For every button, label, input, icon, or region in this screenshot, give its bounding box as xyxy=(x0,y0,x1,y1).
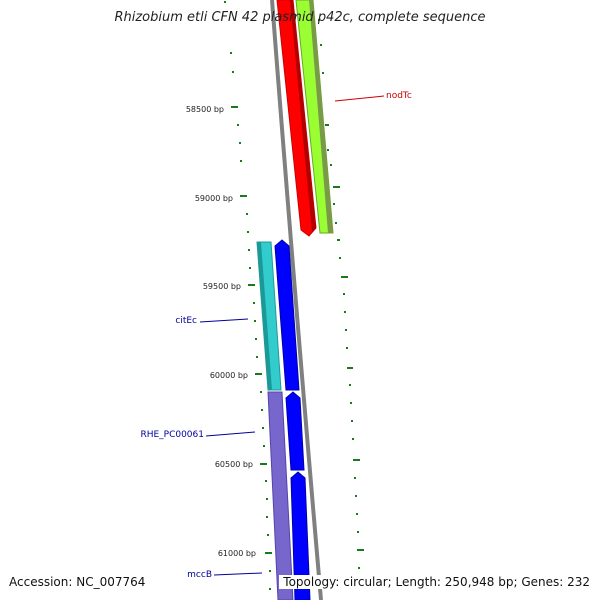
gene-label-citEc[interactable]: citEc xyxy=(175,316,197,326)
ruler-label-59500: 59500 bp xyxy=(203,282,241,291)
accession-text: Accession: NC_007764 xyxy=(9,575,150,589)
left-tick-track xyxy=(224,1,272,590)
gene-label-RHE_PC00061[interactable]: RHE_PC00061 xyxy=(140,430,204,440)
ruler-label-58500: 58500 bp xyxy=(186,105,224,114)
leader-citEc xyxy=(199,318,249,323)
ruler-label-60500: 60500 bp xyxy=(215,460,253,469)
gene-nodTc-shade xyxy=(290,0,316,232)
summary-text: Topology: circular; Length: 250,948 bp; … xyxy=(279,575,590,589)
gene-mccB[interactable] xyxy=(267,391,294,600)
ruler-label-60000: 60000 bp xyxy=(210,371,248,380)
gene-RHE_PC00061-b[interactable] xyxy=(285,391,305,471)
plasmid-backbone xyxy=(270,0,323,600)
map-title: Rhizobium etli CFN 42 plasmid p42c, comp… xyxy=(114,10,486,25)
ruler-label-59000: 59000 bp xyxy=(195,194,233,203)
gene-nodTc-outer-shade xyxy=(309,0,333,233)
right-tick-track xyxy=(318,19,364,569)
leader-RHE_PC00061 xyxy=(205,431,256,437)
leader-mccB xyxy=(213,572,263,576)
leader-nodTc xyxy=(334,95,385,102)
gene-label-nodTc[interactable]: nodTc xyxy=(386,91,412,101)
gene-label-mccB[interactable]: mccB xyxy=(187,570,212,580)
gene-citEc-shade xyxy=(257,242,272,390)
gene-RHE_PC00061-a[interactable] xyxy=(274,239,300,391)
ruler-label-61000: 61000 bp xyxy=(218,549,256,558)
gene-nodTc[interactable] xyxy=(276,0,317,237)
